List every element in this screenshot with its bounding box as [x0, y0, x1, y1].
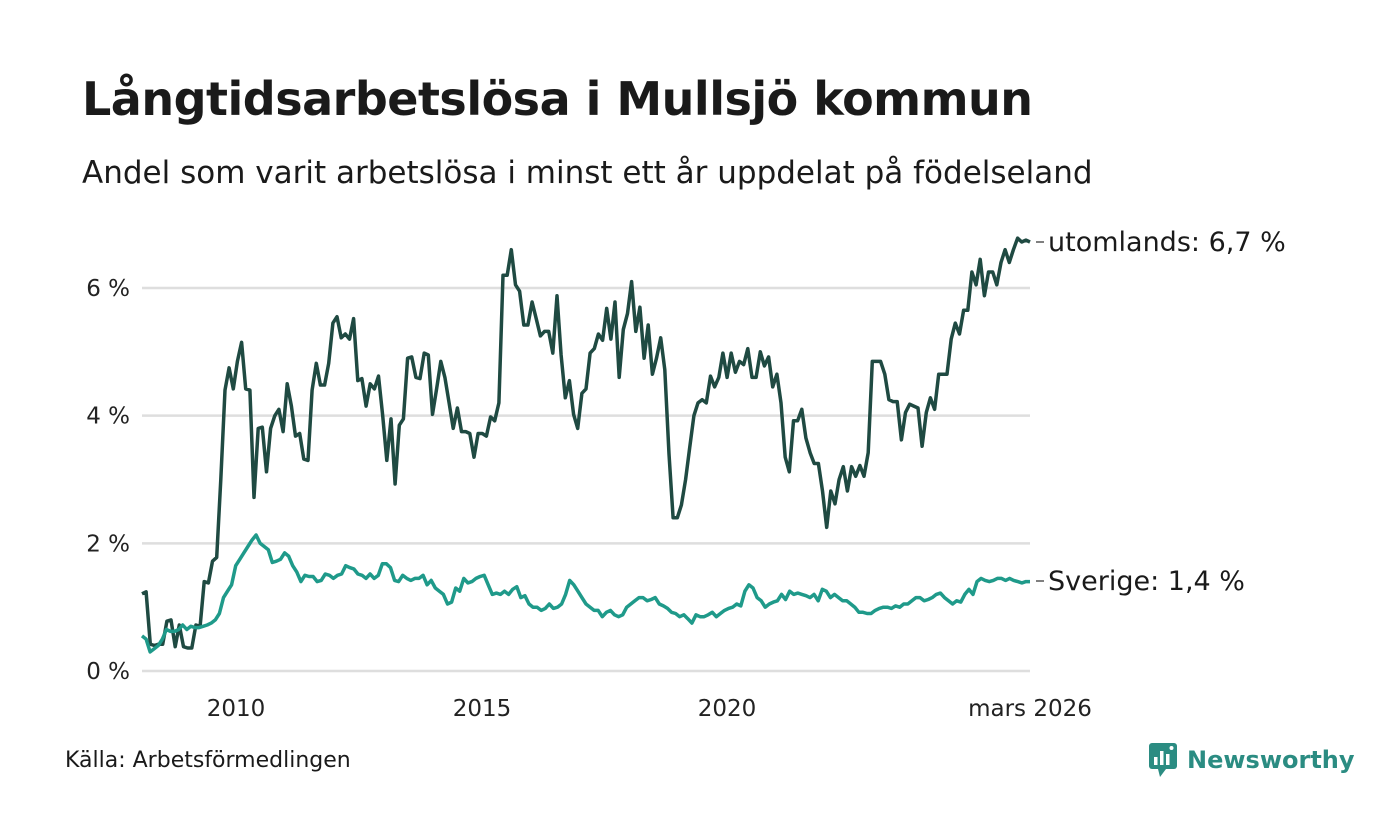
y-tick-label: 4 % [86, 404, 130, 430]
series-line-utomlands [141, 236, 1031, 650]
brand-logo: Newsworthy [1148, 742, 1355, 778]
grid-lines [142, 286, 1030, 673]
y-tick-label: 2 % [86, 531, 130, 557]
x-tick-label: 2015 [453, 696, 512, 722]
y-axis-ticks: 0 % 2 % 4 % 6 % [86, 276, 130, 685]
end-label-sverige: Sverige: 1,4 % [1048, 566, 1245, 597]
end-labels: utomlands: 6,7 % Sverige: 1,4 % [1036, 227, 1286, 597]
end-label-utomlands: utomlands: 6,7 % [1048, 227, 1286, 258]
chart-subtitle: Andel som varit arbetslösa i minst ett å… [82, 155, 1093, 191]
x-tick-label: mars 2026 [968, 696, 1092, 722]
source-note: Källa: Arbetsförmedlingen [65, 748, 351, 773]
series-lines [140, 236, 1031, 654]
x-tick-label: 2020 [698, 696, 757, 722]
y-tick-label: 6 % [86, 276, 130, 302]
x-axis-ticks: 2010 2015 2020 mars 2026 [207, 696, 1092, 722]
x-tick-label: 2010 [207, 696, 266, 722]
newsworthy-logo-icon [1149, 743, 1177, 777]
brand-name: Newsworthy [1187, 746, 1355, 774]
chart-title: Långtidsarbetslösa i Mullsjö kommun [82, 72, 1033, 126]
series-line-sverige [140, 533, 1030, 654]
line-chart: 0 % 2 % 4 % 6 % 2010 2015 2020 mars 2026 utoml… [86, 227, 1286, 722]
y-tick-label: 0 % [86, 659, 130, 685]
